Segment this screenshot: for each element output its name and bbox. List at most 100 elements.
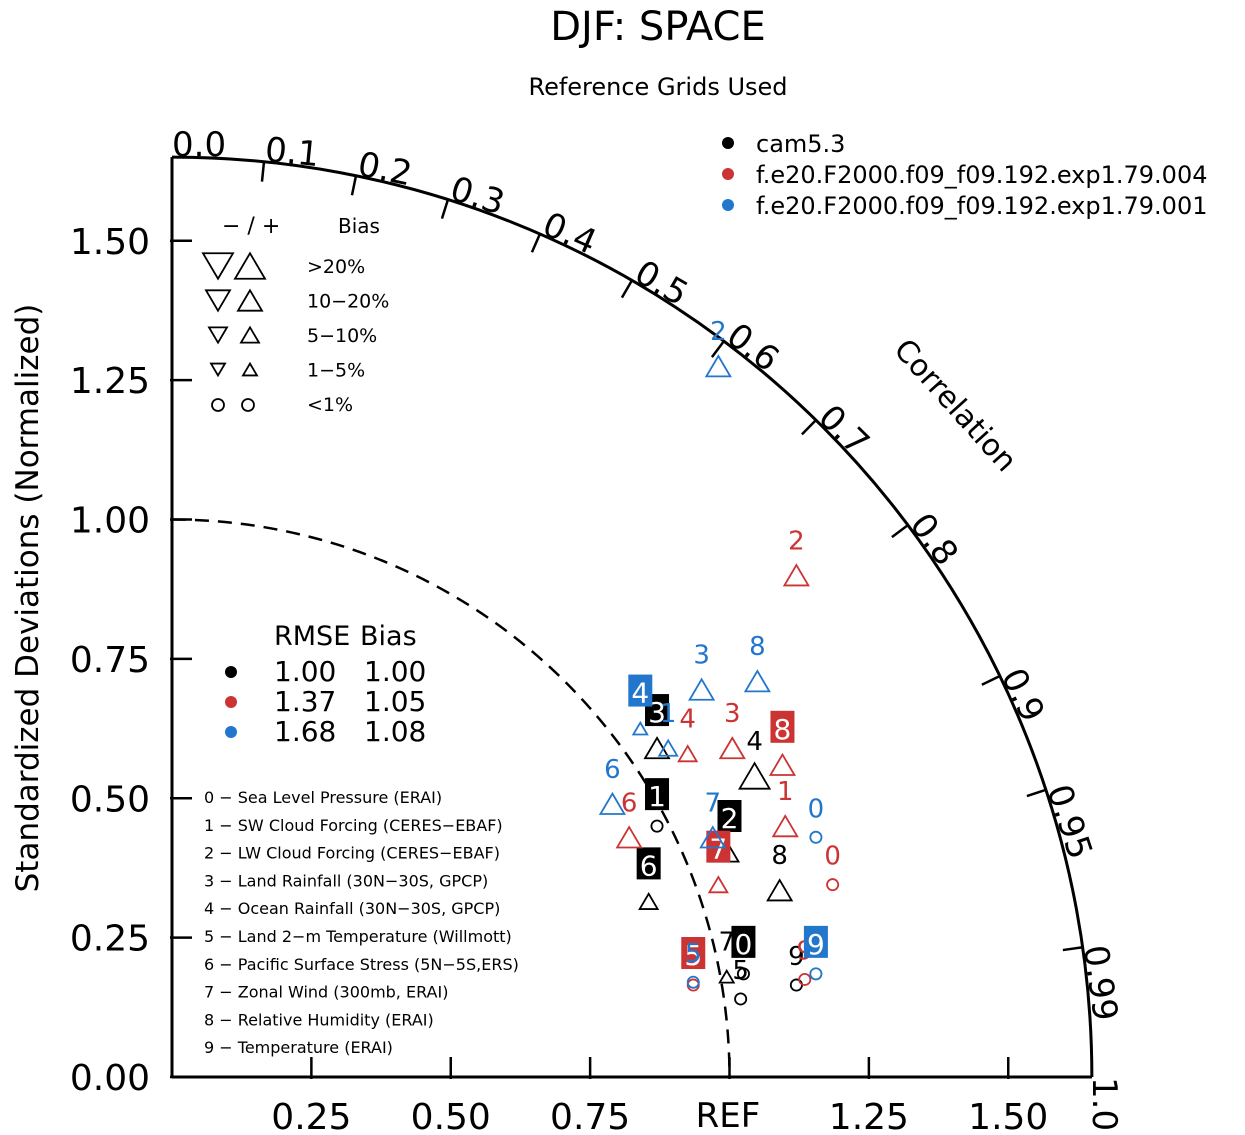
point-marker <box>826 878 840 892</box>
y-tick-label: 0.50 <box>70 779 150 820</box>
variable-list-item: 3 − Land Rainfall (30N−30S, GPCP) <box>204 871 488 890</box>
correlation-tick <box>981 674 1001 686</box>
point-marker <box>615 825 643 849</box>
correlation-tick <box>801 419 817 436</box>
rmse-row-dot <box>225 696 237 708</box>
point-marker <box>743 669 771 693</box>
correlation-tick-label: 0.8 <box>902 506 966 573</box>
point-label: 0 <box>824 842 841 872</box>
point-label: 5 <box>732 956 749 986</box>
correlation-tick-label: 0.4 <box>537 205 603 263</box>
point-marker <box>718 736 746 760</box>
rmse-value: 1.68 <box>274 715 336 748</box>
variable-list-item: 0 − Sea Level Pressure (ERAI) <box>204 788 442 807</box>
point-label: 8 <box>771 841 788 871</box>
point-label: 6 <box>604 755 621 785</box>
point-label: 4 <box>746 727 763 757</box>
point-label-box <box>636 847 661 880</box>
variable-list-item: 6 − Pacific Surface Stress (5N−5S,ERS) <box>204 955 519 974</box>
y-tick-label: 1.50 <box>70 222 150 263</box>
correlation-tick-label: 0.2 <box>354 144 415 194</box>
point-label: 4 <box>631 677 649 710</box>
point-label: 7 <box>718 928 735 958</box>
point-marker <box>738 761 772 790</box>
correlation-tick-label: 0.7 <box>810 397 877 463</box>
correlation-tick <box>710 340 725 358</box>
bias-legend-label: 1−5% <box>307 360 365 382</box>
point-marker <box>771 814 799 838</box>
correlation-tick <box>260 161 266 182</box>
point-marker <box>650 819 664 833</box>
point-label-box <box>645 778 670 811</box>
diagram-points: 012345678901234567890123456789 <box>598 317 841 1006</box>
correlation-tick <box>440 199 450 219</box>
point-label-box <box>770 710 795 743</box>
point-label: 9 <box>807 928 825 961</box>
point-marker <box>766 878 794 902</box>
bias-legend-down-triangle <box>201 252 235 281</box>
correlation-tick <box>1062 945 1083 952</box>
point-label: 6 <box>640 849 658 882</box>
y-tick-label: 0.75 <box>70 640 150 681</box>
point-marker <box>704 354 732 378</box>
bias-legend-label: >20% <box>307 256 365 278</box>
variable-list-item: 8 − Relative Humidity (ERAI) <box>204 1010 434 1029</box>
correlation-tick-label: 0.0 <box>172 125 226 165</box>
point-marker <box>718 968 736 984</box>
bias-legend-circle <box>241 398 255 412</box>
point-marker <box>631 720 649 736</box>
x-tick-label: 0.25 <box>271 1097 351 1135</box>
variable-list-item: 2 − LW Cloud Forcing (CERES−EBAF) <box>204 844 500 863</box>
point-marker <box>657 738 679 757</box>
correlation-tick <box>891 524 909 539</box>
point-label-box <box>681 937 706 970</box>
y-tick-label: 1.25 <box>70 361 150 402</box>
point-label-box <box>803 925 828 958</box>
rmse-header: RMSE <box>274 621 350 652</box>
point-marker <box>734 992 748 1006</box>
diagram-legends: − / + Bias >20% 10−20% 5−10% 1−5% <1% cam5.3 f.e… <box>201 130 1207 1057</box>
bias-legend-up-triangle <box>236 288 264 312</box>
variable-list-item: 7 − Zonal Wind (300mb, ERAI) <box>204 983 448 1002</box>
rmse-value: 1.00 <box>274 655 336 688</box>
point-marker <box>798 972 812 986</box>
point-label: 7 <box>709 833 727 866</box>
x-tick-label: 1.25 <box>829 1097 909 1135</box>
reference-arc <box>171 518 731 1078</box>
model-legend-label: f.e20.F2000.f09_f09.192.exp1.79.004 <box>756 161 1207 189</box>
bias-legend-down-triangle <box>209 362 227 378</box>
point-marker <box>699 825 727 849</box>
point-label-box <box>717 800 742 832</box>
bias-legend-label: 5−10% <box>307 325 377 347</box>
correlation-tick-label: 0.95 <box>1038 780 1100 864</box>
bias-legend-up-triangle <box>241 361 259 377</box>
point-label: 5 <box>684 939 702 972</box>
point-label-box <box>731 925 756 958</box>
rmse-row-dot <box>225 726 237 738</box>
bias-legend-circle <box>211 398 225 412</box>
point-label: 8 <box>749 632 766 662</box>
point-label: 5 <box>685 939 702 969</box>
bias-legend-label: 10−20% <box>307 291 389 313</box>
point-marker <box>809 967 823 981</box>
variable-list-item: 4 − Ocean Rainfall (30N−30S, GPCP) <box>204 899 500 918</box>
model-legend-dot <box>722 199 734 211</box>
bias-legend-up-triangle <box>233 251 267 280</box>
correlation-tick <box>530 233 542 253</box>
point-label: 0 <box>808 794 825 824</box>
point-label: 7 <box>705 788 722 818</box>
bias-legend-down-triangle <box>204 289 232 313</box>
point-label: 2 <box>721 802 739 835</box>
point-marker <box>677 744 699 763</box>
point-label: 0 <box>735 928 753 961</box>
x-tick-label: 0.75 <box>550 1097 630 1135</box>
x-tick-label: 0.50 <box>411 1097 491 1135</box>
point-label-box <box>628 674 653 707</box>
model-legend-label: cam5.3 <box>756 130 845 158</box>
bias-legend-header: Bias <box>338 214 380 238</box>
chart-title: DJF: SPACE <box>550 4 766 50</box>
rmse-value: 1.37 <box>274 685 336 718</box>
